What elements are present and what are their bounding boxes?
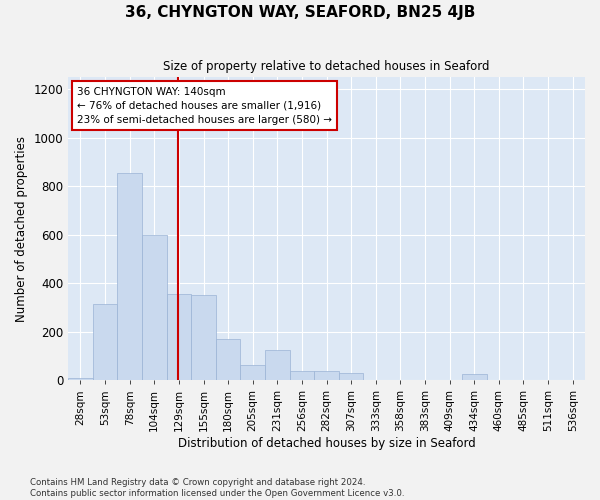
Text: 36, CHYNGTON WAY, SEAFORD, BN25 4JB: 36, CHYNGTON WAY, SEAFORD, BN25 4JB	[125, 5, 475, 20]
Text: 36 CHYNGTON WAY: 140sqm
← 76% of detached houses are smaller (1,916)
23% of semi: 36 CHYNGTON WAY: 140sqm ← 76% of detache…	[77, 86, 332, 124]
Bar	[462, 374, 487, 380]
Bar	[118, 173, 142, 380]
Bar	[314, 370, 339, 380]
Bar	[339, 373, 364, 380]
Bar	[93, 304, 118, 380]
Bar	[241, 364, 265, 380]
Bar	[68, 378, 93, 380]
Y-axis label: Number of detached properties: Number of detached properties	[15, 136, 28, 322]
Bar	[167, 294, 191, 380]
Bar	[142, 234, 167, 380]
Bar	[191, 296, 216, 380]
Bar	[290, 370, 314, 380]
Title: Size of property relative to detached houses in Seaford: Size of property relative to detached ho…	[163, 60, 490, 73]
Bar	[216, 339, 241, 380]
X-axis label: Distribution of detached houses by size in Seaford: Distribution of detached houses by size …	[178, 437, 475, 450]
Text: Contains HM Land Registry data © Crown copyright and database right 2024.
Contai: Contains HM Land Registry data © Crown c…	[30, 478, 404, 498]
Bar	[265, 350, 290, 380]
